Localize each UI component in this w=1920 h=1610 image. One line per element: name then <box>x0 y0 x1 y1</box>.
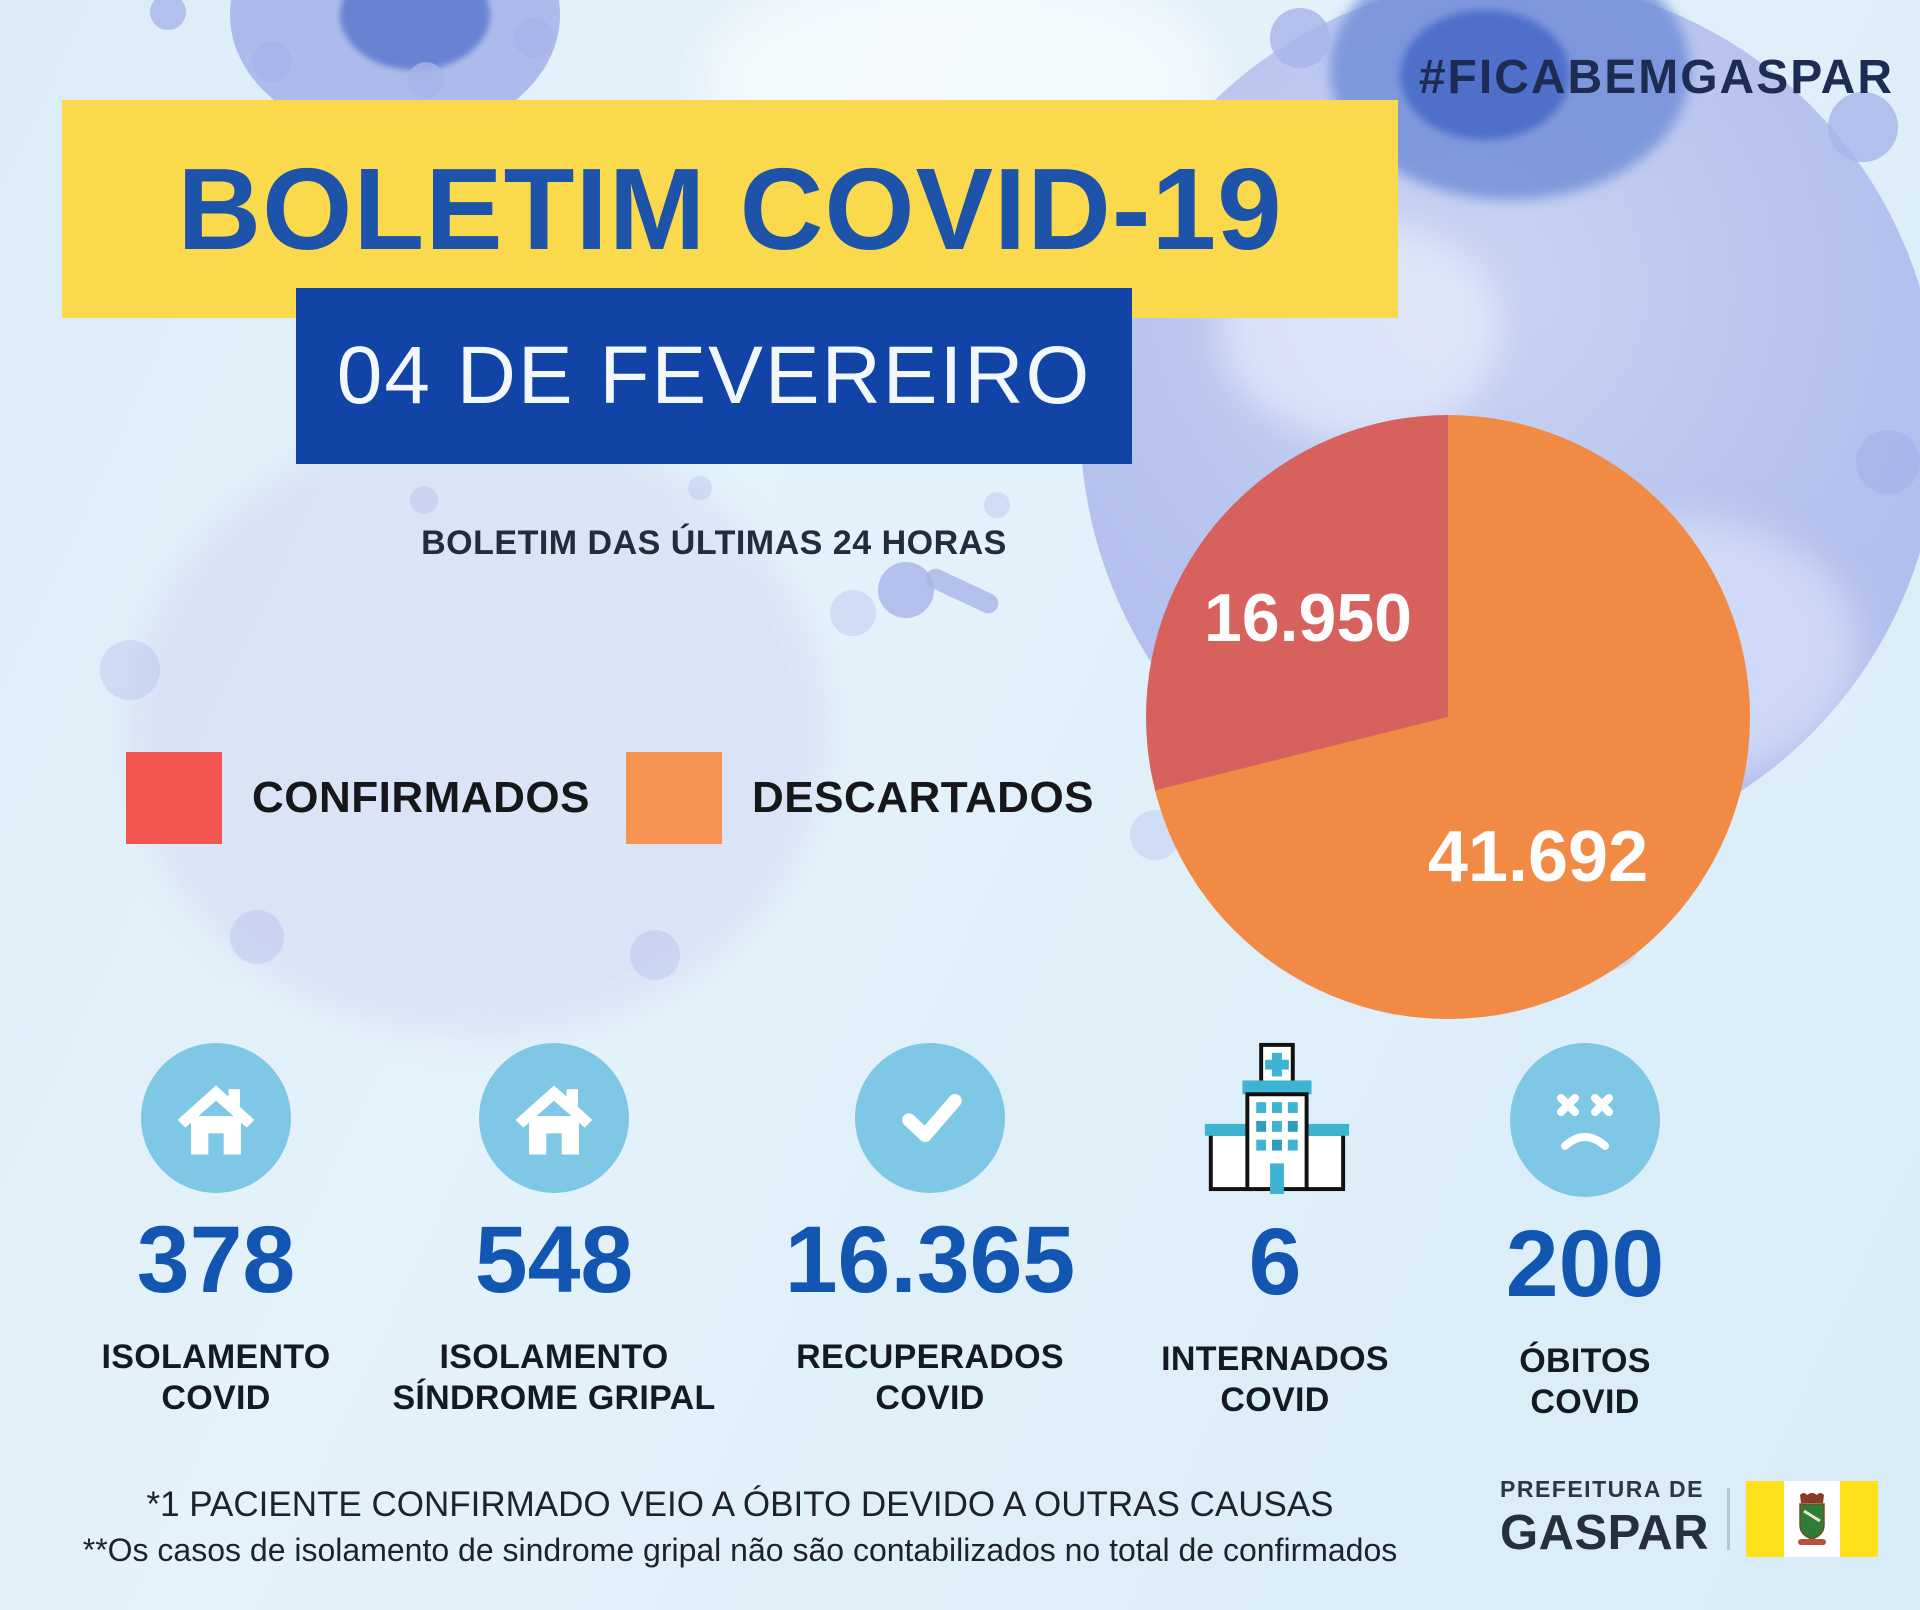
hashtag: #FICABEMGASPAR <box>1418 51 1894 104</box>
stat-value: 16.365 <box>784 1207 1076 1313</box>
check-icon <box>855 1043 1005 1193</box>
stat-isolamento-covid: 378 ISOLAMENTO COVID <box>36 1043 396 1419</box>
house-icon <box>141 1043 291 1193</box>
pie-chart: 16.950 41.692 <box>1146 415 1750 1019</box>
stat-obitos-covid: 200 ÓBITOS COVID <box>1405 1043 1765 1423</box>
legend-label-confirmados: CONFIRMADOS <box>252 773 590 822</box>
bulletin-subtitle: BOLETIM DAS ÚLTIMAS 24 HORAS <box>421 524 1007 562</box>
stat-value: 200 <box>1505 1211 1665 1317</box>
page-title: BOLETIM COVID-19 <box>177 144 1283 274</box>
stat-isolamento-sindrome-gripal: 548 ISOLAMENTO SÍNDROME GRIPAL <box>374 1043 734 1419</box>
stat-value: 6 <box>1248 1209 1302 1315</box>
legend-item-descartados: DESCARTADOS <box>626 752 1094 844</box>
stat-value: 378 <box>136 1207 296 1313</box>
legend-swatch-confirmados <box>126 752 222 844</box>
logo-divider <box>1727 1487 1731 1550</box>
logo-text: PREFEITURA DE GASPAR <box>1500 1476 1709 1561</box>
gaspar-flag <box>1746 1480 1879 1557</box>
date-banner: 04 DE FEVEREIRO <box>296 288 1132 464</box>
stat-label: RECUPERADOS COVID <box>796 1337 1064 1417</box>
footnote-2: **Os casos de isolamento de sindrome gri… <box>82 1532 1398 1568</box>
legend-swatch-descartados <box>626 752 722 844</box>
logo-line2: GASPAR <box>1500 1506 1710 1560</box>
coat-of-arms-icon <box>1798 1492 1827 1545</box>
footnotes: *1 PACIENTE CONFIRMADO VEIO A ÓBITO DEVI… <box>70 1482 1410 1572</box>
stat-label: INTERNADOS COVID <box>1161 1339 1389 1419</box>
bulletin-date: 04 DE FEVEREIRO <box>336 330 1092 421</box>
flag-yellow-bar <box>1840 1480 1879 1557</box>
hospital-icon <box>1190 1037 1360 1195</box>
stat-label: ÓBITOS COVID <box>1519 1341 1651 1421</box>
pie-value-descartados: 41.692 <box>1427 817 1649 897</box>
house-icon <box>479 1043 629 1193</box>
stat-recuperados-covid: 16.365 RECUPERADOS COVID <box>750 1043 1110 1419</box>
stat-label: ISOLAMENTO COVID <box>101 1337 331 1417</box>
stat-internados-covid: 6 INTERNADOS COVID <box>1095 1042 1455 1421</box>
pie-value-confirmados: 16.950 <box>1204 580 1412 656</box>
legend-label-descartados: DESCARTADOS <box>752 773 1095 822</box>
sad-face-icon <box>1510 1043 1660 1197</box>
stat-label: ISOLAMENTO SÍNDROME GRIPAL <box>392 1337 716 1417</box>
prefeitura-gaspar-logo: PREFEITURA DE GASPAR <box>1500 1476 1879 1561</box>
stat-value: 548 <box>474 1207 634 1313</box>
logo-line1: PREFEITURA DE <box>1500 1476 1704 1502</box>
legend-item-confirmados: CONFIRMADOS <box>126 752 590 844</box>
title-banner: BOLETIM COVID-19 <box>62 100 1398 318</box>
flag-yellow-bar <box>1746 1480 1785 1557</box>
footnote-1: *1 PACIENTE CONFIRMADO VEIO A ÓBITO DEVI… <box>146 1485 1334 1524</box>
